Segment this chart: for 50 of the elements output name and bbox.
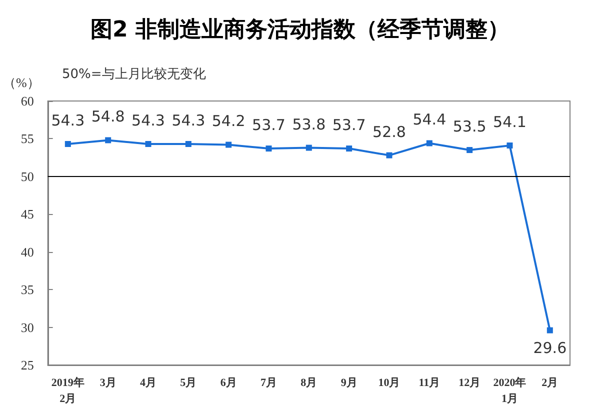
data-label: 53.5 [452, 118, 486, 136]
data-label: 54.4 [412, 110, 446, 129]
y-tick-label: 55 [20, 131, 34, 146]
point [506, 142, 513, 149]
x-tick-label: 9月 [340, 377, 358, 389]
y-tick-label: 60 [20, 94, 34, 108]
x-tick-label: 7月 [260, 377, 277, 389]
x-tick-label: 5月 [180, 377, 197, 389]
data-label: 54.3 [172, 111, 206, 130]
x-tick-label: 2019年 2月 [51, 376, 84, 405]
data-label: 52.8 [372, 122, 406, 141]
y-tick-label: 40 [20, 244, 34, 260]
data-label: 53.7 [332, 116, 366, 134]
y-axis-title: （%） [2, 75, 40, 90]
point [426, 140, 432, 146]
point [306, 144, 312, 151]
x-tick-label: 6月 [220, 377, 237, 389]
x-tick-label: 8月 [300, 377, 318, 389]
data-label: 54.1 [493, 113, 526, 132]
y-tick-label: 30 [20, 320, 34, 335]
data-label: 54.8 [91, 108, 125, 126]
x-tick-label: 12月 [458, 377, 481, 389]
point [226, 142, 232, 148]
text: 50%=与上月比较无变化 [62, 67, 206, 82]
point [386, 152, 392, 158]
x-tick-label: 2020年 1月 [493, 376, 526, 405]
point [466, 147, 473, 154]
point [546, 327, 553, 334]
x-tick-label: 2月 [542, 377, 558, 389]
y-tick-label: 50 [20, 168, 34, 184]
point [185, 140, 192, 147]
chart-title: 图2 非制造业商务活动指数（经季节调整） [90, 16, 510, 42]
x-tick-label: 3月 [100, 377, 116, 389]
data-label: 29.6 [533, 338, 567, 357]
point [105, 137, 112, 144]
x-tick-label: 10月 [378, 377, 400, 389]
x-tick-label: 4月 [140, 377, 156, 389]
point [266, 146, 272, 152]
y-tick-label: 35 [20, 282, 34, 298]
data-label: 54.3 [132, 111, 165, 130]
point [64, 140, 71, 147]
data-label: 53.7 [252, 116, 286, 134]
y-tick-label: 25 [20, 358, 34, 372]
data-label: 53.8 [292, 115, 326, 134]
y-tick-label: 45 [20, 206, 34, 222]
point [145, 140, 152, 147]
x-tick-label: 11月 [418, 377, 440, 389]
data-label: 54.2 [212, 112, 246, 130]
point [346, 146, 352, 152]
data-label: 54.3 [51, 111, 85, 130]
